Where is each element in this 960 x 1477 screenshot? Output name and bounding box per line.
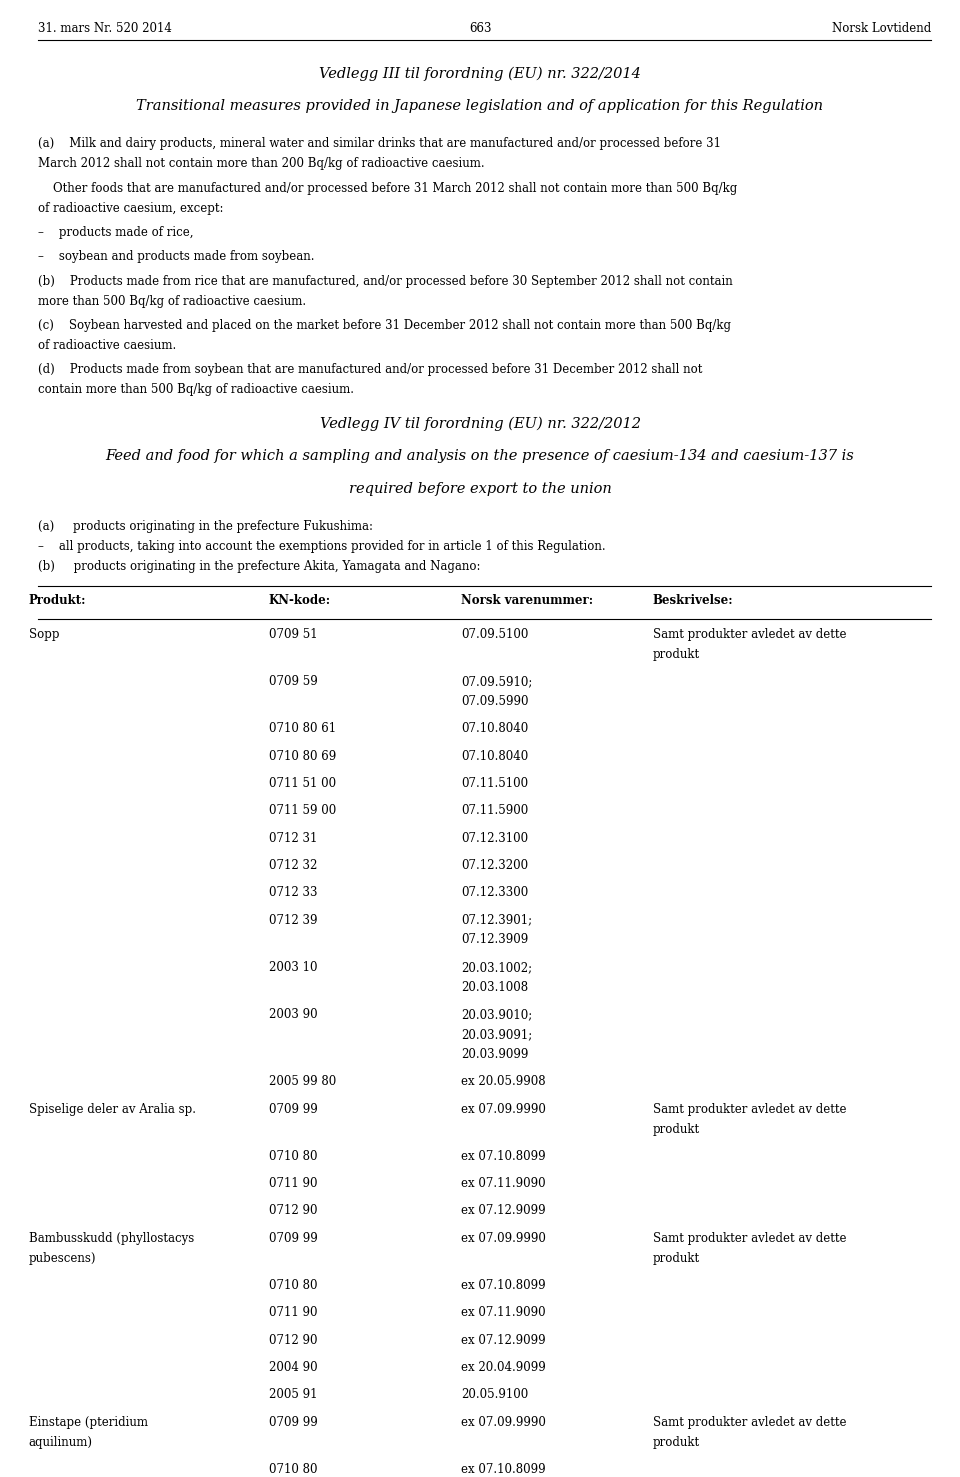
Text: Sopp: Sopp — [29, 628, 60, 641]
Text: 0712 90: 0712 90 — [269, 1204, 318, 1217]
Text: March 2012 shall not contain more than 200 Bq/kg of radioactive caesium.: March 2012 shall not contain more than 2… — [38, 158, 485, 170]
Text: 07.11.5900: 07.11.5900 — [461, 803, 528, 817]
Text: 0712 33: 0712 33 — [269, 886, 318, 899]
Text: ex 07.10.8099: ex 07.10.8099 — [461, 1462, 545, 1476]
Text: ex 20.05.9908: ex 20.05.9908 — [461, 1075, 545, 1089]
Text: 20.03.1008: 20.03.1008 — [461, 981, 528, 994]
Text: Samt produkter avledet av dette: Samt produkter avledet av dette — [653, 1102, 847, 1115]
Text: –    soybean and products made from soybean.: – soybean and products made from soybean… — [38, 250, 315, 263]
Text: 0712 39: 0712 39 — [269, 913, 318, 926]
Text: Samt produkter avledet av dette: Samt produkter avledet av dette — [653, 1232, 847, 1245]
Text: 07.09.5990: 07.09.5990 — [461, 694, 528, 707]
Text: 07.12.3909: 07.12.3909 — [461, 933, 528, 947]
Text: 20.03.9091;: 20.03.9091; — [461, 1028, 532, 1041]
Text: 2005 99 80: 2005 99 80 — [269, 1075, 336, 1089]
Text: (a)    Milk and dairy products, mineral water and similar drinks that are manufa: (a) Milk and dairy products, mineral wat… — [38, 137, 721, 151]
Text: 07.12.3300: 07.12.3300 — [461, 886, 528, 899]
Text: 0710 80 69: 0710 80 69 — [269, 749, 336, 762]
Text: KN-kode:: KN-kode: — [269, 594, 331, 607]
Text: 0710 80 61: 0710 80 61 — [269, 722, 336, 736]
Text: Samt produkter avledet av dette: Samt produkter avledet av dette — [653, 1415, 847, 1428]
Text: produkt: produkt — [653, 1436, 700, 1449]
Text: 2005 91: 2005 91 — [269, 1388, 318, 1402]
Text: ex 07.10.8099: ex 07.10.8099 — [461, 1149, 545, 1162]
Text: 0712 31: 0712 31 — [269, 832, 317, 845]
Text: of radioactive caesium.: of radioactive caesium. — [38, 338, 177, 352]
Text: –    products made of rice,: – products made of rice, — [38, 226, 194, 239]
Text: Einstape (pteridium: Einstape (pteridium — [29, 1415, 148, 1428]
Text: 0711 90: 0711 90 — [269, 1306, 318, 1319]
Text: required before export to the union: required before export to the union — [348, 482, 612, 495]
Text: –    all products, taking into account the exemptions provided for in article 1 : – all products, taking into account the … — [38, 539, 606, 552]
Text: ex 07.09.9990: ex 07.09.9990 — [461, 1232, 545, 1245]
Text: ex 07.11.9090: ex 07.11.9090 — [461, 1306, 545, 1319]
Text: more than 500 Bq/kg of radioactive caesium.: more than 500 Bq/kg of radioactive caesi… — [38, 294, 306, 307]
Text: Spiselige deler av Aralia sp.: Spiselige deler av Aralia sp. — [29, 1102, 196, 1115]
Text: Norsk varenummer:: Norsk varenummer: — [461, 594, 593, 607]
Text: 07.10.8040: 07.10.8040 — [461, 749, 528, 762]
Text: Vedlegg IV til forordning (EU) nr. 322/2012: Vedlegg IV til forordning (EU) nr. 322/2… — [320, 417, 640, 431]
Text: 0709 99: 0709 99 — [269, 1232, 318, 1245]
Text: pubescens): pubescens) — [29, 1251, 96, 1264]
Text: ex 07.10.8099: ex 07.10.8099 — [461, 1279, 545, 1292]
Text: contain more than 500 Bq/kg of radioactive caesium.: contain more than 500 Bq/kg of radioacti… — [38, 383, 354, 396]
Text: 0709 51: 0709 51 — [269, 628, 318, 641]
Text: 07.12.3901;: 07.12.3901; — [461, 913, 532, 926]
Text: 0711 59 00: 0711 59 00 — [269, 803, 336, 817]
Text: (c)    Soybean harvested and placed on the market before 31 December 2012 shall : (c) Soybean harvested and placed on the … — [38, 319, 732, 332]
Text: 0710 80: 0710 80 — [269, 1462, 318, 1476]
Text: 663: 663 — [468, 22, 492, 35]
Text: Norsk Lovtidend: Norsk Lovtidend — [832, 22, 931, 35]
Text: Produkt:: Produkt: — [29, 594, 86, 607]
Text: 07.12.3100: 07.12.3100 — [461, 832, 528, 845]
Text: 0710 80: 0710 80 — [269, 1279, 318, 1292]
Text: 20.03.1002;: 20.03.1002; — [461, 960, 532, 973]
Text: aquilinum): aquilinum) — [29, 1436, 93, 1449]
Text: 0711 51 00: 0711 51 00 — [269, 777, 336, 790]
Text: 07.09.5100: 07.09.5100 — [461, 628, 528, 641]
Text: ex 07.09.9990: ex 07.09.9990 — [461, 1415, 545, 1428]
Text: 2004 90: 2004 90 — [269, 1360, 318, 1374]
Text: 0710 80: 0710 80 — [269, 1149, 318, 1162]
Text: Samt produkter avledet av dette: Samt produkter avledet av dette — [653, 628, 847, 641]
Text: (d)    Products made from soybean that are manufactured and/or processed before : (d) Products made from soybean that are … — [38, 363, 703, 377]
Text: Bambusskudd (phyllostacys: Bambusskudd (phyllostacys — [29, 1232, 194, 1245]
Text: ex 07.09.9990: ex 07.09.9990 — [461, 1102, 545, 1115]
Text: (a)     products originating in the prefecture Fukushima:: (a) products originating in the prefectu… — [38, 520, 373, 533]
Text: (b)    Products made from rice that are manufactured, and/or processed before 30: (b) Products made from rice that are man… — [38, 275, 733, 288]
Text: produkt: produkt — [653, 1123, 700, 1136]
Text: 07.09.5910;: 07.09.5910; — [461, 675, 532, 688]
Text: produkt: produkt — [653, 647, 700, 660]
Text: ex 07.12.9099: ex 07.12.9099 — [461, 1204, 545, 1217]
Text: 2003 10: 2003 10 — [269, 960, 318, 973]
Text: Other foods that are manufactured and/or processed before 31 March 2012 shall no: Other foods that are manufactured and/or… — [38, 182, 737, 195]
Text: 0711 90: 0711 90 — [269, 1177, 318, 1190]
Text: 0712 90: 0712 90 — [269, 1334, 318, 1347]
Text: 07.12.3200: 07.12.3200 — [461, 858, 528, 871]
Text: 20.05.9100: 20.05.9100 — [461, 1388, 528, 1402]
Text: Beskrivelse:: Beskrivelse: — [653, 594, 733, 607]
Text: ex 07.12.9099: ex 07.12.9099 — [461, 1334, 545, 1347]
Text: 0712 32: 0712 32 — [269, 858, 317, 871]
Text: 2003 90: 2003 90 — [269, 1007, 318, 1021]
Text: Transitional measures provided in Japanese legislation and of application for th: Transitional measures provided in Japane… — [136, 99, 824, 112]
Text: 31. mars Nr. 520 2014: 31. mars Nr. 520 2014 — [38, 22, 172, 35]
Text: 07.11.5100: 07.11.5100 — [461, 777, 528, 790]
Text: ex 20.04.9099: ex 20.04.9099 — [461, 1360, 545, 1374]
Text: ex 07.11.9090: ex 07.11.9090 — [461, 1177, 545, 1190]
Text: 0709 59: 0709 59 — [269, 675, 318, 688]
Text: 07.10.8040: 07.10.8040 — [461, 722, 528, 736]
Text: 20.03.9010;: 20.03.9010; — [461, 1007, 532, 1021]
Text: 0709 99: 0709 99 — [269, 1102, 318, 1115]
Text: Vedlegg III til forordning (EU) nr. 322/2014: Vedlegg III til forordning (EU) nr. 322/… — [319, 66, 641, 81]
Text: produkt: produkt — [653, 1251, 700, 1264]
Text: 20.03.9099: 20.03.9099 — [461, 1047, 528, 1060]
Text: 0709 99: 0709 99 — [269, 1415, 318, 1428]
Text: Feed and food for which a sampling and analysis on the presence of caesium-134 a: Feed and food for which a sampling and a… — [106, 449, 854, 462]
Text: of radioactive caesium, except:: of radioactive caesium, except: — [38, 202, 224, 214]
Text: (b)     products originating in the prefecture Akita, Yamagata and Nagano:: (b) products originating in the prefectu… — [38, 560, 481, 573]
